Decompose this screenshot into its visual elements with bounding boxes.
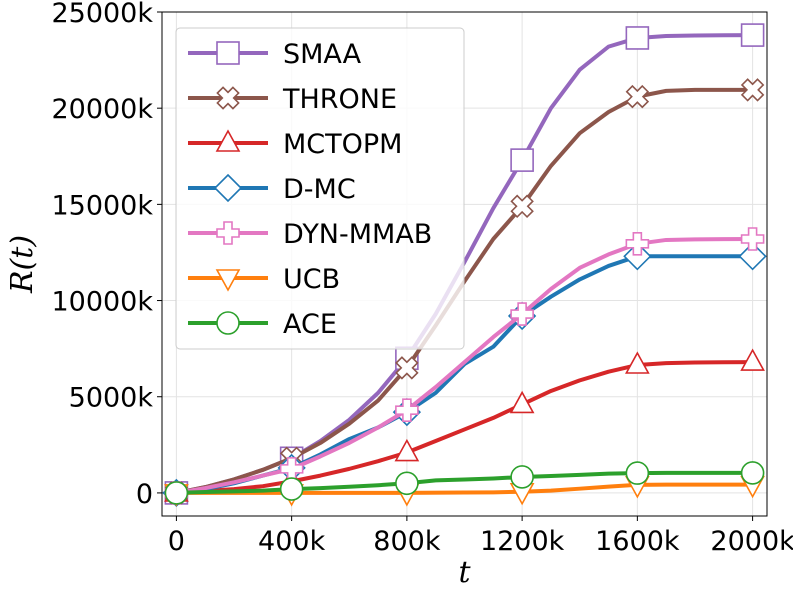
- legend-marker: [215, 129, 241, 152]
- legend-entry: THRONE: [188, 84, 397, 115]
- series-line: [174, 360, 755, 495]
- x-tick-label: 1600k: [595, 526, 680, 557]
- series-ace: [164, 461, 765, 505]
- y-tick-label: 15000k: [51, 190, 153, 221]
- data-point: [625, 461, 650, 485]
- data-point: [395, 356, 419, 380]
- data-point: [509, 390, 535, 414]
- x-tick-label: 0: [168, 526, 185, 557]
- y-tick-label: 25000k: [51, 0, 153, 29]
- data-point: [625, 26, 650, 50]
- data-point: [395, 471, 419, 496]
- legend-entry: ACE: [188, 309, 337, 340]
- legend-label: D-MC: [283, 174, 356, 205]
- legend-marker: [216, 311, 240, 335]
- y-axis-label: R(t): [5, 235, 40, 294]
- series-line: [174, 470, 755, 495]
- data-point: [625, 232, 650, 256]
- data-point: [740, 23, 765, 47]
- data-point: [164, 481, 189, 505]
- data-point: [395, 398, 419, 422]
- legend-marker: [216, 221, 240, 245]
- data-point: [510, 148, 534, 172]
- legend-entry: D-MC: [188, 173, 356, 205]
- legend-label: DYN-MMAB: [283, 219, 432, 250]
- series-line: [174, 236, 755, 495]
- legend-label: THRONE: [282, 84, 397, 115]
- legend-entry: SMAA: [188, 39, 362, 70]
- data-point: [510, 465, 534, 489]
- data-point: [740, 461, 765, 485]
- x-tick-label: 800k: [373, 526, 441, 557]
- plot-frame: [161, 11, 768, 517]
- data-point: [279, 477, 304, 501]
- y-tick-label: 10000k: [51, 287, 153, 318]
- data-point: [510, 194, 534, 219]
- legend: SMAA THRONE MCTOPM D-MC DYN-MMAB UCB ACE: [175, 27, 465, 350]
- legend-entry: MCTOPM: [188, 129, 402, 160]
- y-tick-label: 20000k: [51, 94, 153, 125]
- legend-frame: [175, 27, 465, 350]
- data-point: [740, 227, 765, 251]
- x-axis-ticks: 0 400k 800k 1200k 1600k 2000k: [168, 516, 793, 557]
- x-tick-label: 2000k: [710, 526, 793, 557]
- legend-marker: [215, 269, 241, 292]
- legend-entry: DYN-MMAB: [188, 219, 432, 250]
- data-point: [738, 242, 767, 271]
- legend-marker: [213, 173, 243, 203]
- y-axis-ticks: 0 5000k 10000k 15000k 20000k 25000k: [51, 0, 162, 510]
- x-axis-label: t: [458, 555, 471, 590]
- legend-label: UCB: [283, 264, 340, 295]
- x-tick-label: 400k: [258, 526, 326, 557]
- data-point: [394, 438, 420, 462]
- legend-marker: [216, 41, 240, 65]
- x-tick-label: 1200k: [480, 526, 565, 557]
- legend-label: ACE: [283, 309, 337, 340]
- data-point: [740, 78, 765, 102]
- data-point: [740, 348, 765, 371]
- y-tick-label: 5000k: [69, 383, 154, 414]
- data-point: [623, 242, 652, 271]
- legend-label: SMAA: [283, 39, 362, 70]
- data-point: [625, 84, 650, 109]
- data-point: [625, 351, 650, 374]
- y-tick-label: 0: [136, 479, 153, 510]
- legend-label: MCTOPM: [283, 129, 402, 160]
- legend-marker: [216, 86, 240, 110]
- legend-entry: UCB: [188, 264, 340, 295]
- data-point: [510, 302, 534, 326]
